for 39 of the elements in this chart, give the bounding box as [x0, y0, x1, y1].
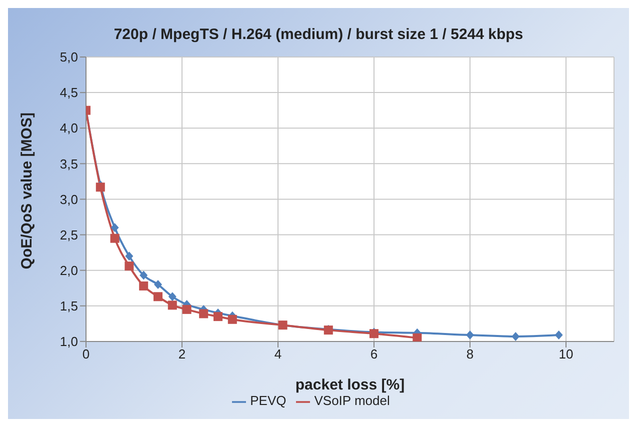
y-tick-label: 1,5 [60, 298, 78, 314]
x-tick-label: 6 [370, 346, 378, 362]
point [412, 333, 422, 342]
y-tick-label: 2,5 [60, 227, 78, 242]
point [154, 292, 162, 302]
legend-label: VSoIP model [314, 393, 390, 408]
point [110, 234, 120, 243]
point [466, 330, 474, 340]
point [125, 252, 134, 261]
point [228, 314, 237, 324]
point [96, 182, 105, 192]
y-tick-label: 5,0 [60, 50, 78, 65]
point [154, 280, 162, 290]
point [139, 281, 148, 290]
legend-label: PEVQ [250, 393, 286, 408]
y-tick-label: 3,0 [60, 192, 78, 207]
point [168, 300, 177, 310]
point [554, 330, 563, 340]
x-tick-label: 10 [558, 346, 574, 362]
point [512, 332, 520, 341]
y-tick-label: 3,5 [60, 156, 78, 172]
point [182, 304, 192, 314]
point [214, 312, 222, 322]
x-tick-label: 4 [274, 346, 282, 362]
point [124, 262, 134, 271]
point [140, 270, 148, 280]
x-tick-label: 0 [82, 346, 90, 362]
x-axis-title: packet loss [%] [295, 376, 405, 394]
x-tick-label: 2 [178, 346, 186, 362]
point [199, 309, 208, 318]
y-tick-label: 2,0 [60, 262, 78, 278]
y-axis-title: QoE/QoS value [MOS] [18, 112, 36, 270]
y-tick-label: 4,0 [60, 120, 78, 136]
chart-title: 720p / MpegTS / H.264 (medium) / burst size 1 / 5244 kbps [112, 26, 524, 43]
point [110, 223, 119, 232]
y-tick-label: 4,5 [60, 85, 78, 100]
x-tick-label: 8 [466, 346, 474, 362]
point [168, 292, 176, 302]
y-tick-label: 1,0 [60, 334, 78, 350]
